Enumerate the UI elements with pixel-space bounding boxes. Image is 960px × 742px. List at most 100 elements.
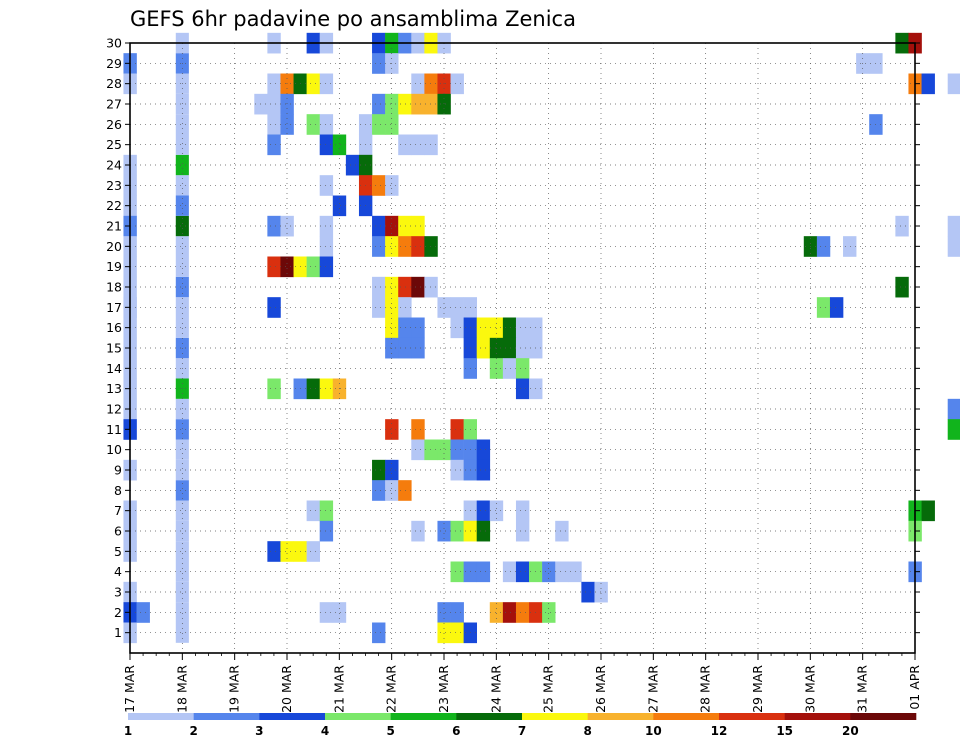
colorbar-label: 6 <box>452 724 460 738</box>
precip-cell <box>372 459 386 481</box>
precip-cell <box>829 297 844 318</box>
x-axis: 17 MAR 18 MAR 19 MAR 20 MAR 21 MAR 22 MAR 23 M… <box>122 653 922 713</box>
y-tick-label: 11 <box>106 422 122 437</box>
precip-cell <box>947 419 960 440</box>
precip-cell <box>489 500 504 522</box>
member-18mar-cell <box>175 276 189 298</box>
precip-cell <box>372 276 386 298</box>
x-tick-label: 17 MAR <box>122 665 137 713</box>
precip-cell <box>515 602 530 623</box>
member-18mar-cell <box>175 622 189 643</box>
precip-cell <box>895 215 909 237</box>
precip-cell <box>345 154 360 176</box>
precip-cell <box>515 358 530 379</box>
precip-cell <box>385 175 399 196</box>
precip-cell <box>555 520 569 542</box>
precip-cell <box>816 297 831 318</box>
precip-cell <box>450 459 464 481</box>
x-tick-label: 31 MAR <box>855 665 870 713</box>
precip-cell <box>136 602 150 623</box>
precip-cell <box>319 500 334 522</box>
precip-cell <box>476 337 491 359</box>
precip-cell <box>515 317 530 339</box>
precip-cell <box>947 73 960 95</box>
precip-cell <box>280 215 294 237</box>
precip-cell <box>502 602 517 623</box>
precip-cell <box>398 297 412 318</box>
member-18mar-cell <box>175 195 189 216</box>
precip-cell <box>411 236 425 257</box>
member-18mar-cell <box>175 175 189 196</box>
precip-cell <box>372 215 386 237</box>
precip-cell <box>319 114 334 135</box>
y-tick-label: 29 <box>106 56 122 71</box>
precip-cell <box>398 215 412 237</box>
y-tick-label: 27 <box>106 97 122 112</box>
y-axis: 1234567891011121314151617181920212223242… <box>106 36 920 640</box>
precip-cell <box>437 622 451 644</box>
precip-cell <box>424 93 438 115</box>
member-18mar-cell <box>175 256 189 277</box>
precip-cell <box>515 378 530 400</box>
y-tick-label: 1 <box>114 625 122 640</box>
precip-cell <box>267 256 281 278</box>
precip-cell <box>515 520 530 542</box>
member-18mar-cell <box>175 500 189 521</box>
precip-cell <box>280 114 294 135</box>
precip-cell <box>372 297 386 318</box>
colorbar-swatch <box>850 713 917 720</box>
y-tick-label: 9 <box>114 463 122 478</box>
precip-cell <box>437 439 451 461</box>
precip-cell <box>319 134 334 156</box>
y-tick-label: 6 <box>114 524 122 539</box>
cells-layer <box>123 32 960 644</box>
precip-cell <box>581 581 595 603</box>
precip-cell <box>947 398 960 420</box>
precip-cell <box>437 520 451 542</box>
y-tick-label: 15 <box>106 341 122 356</box>
y-tick-label: 18 <box>106 280 122 295</box>
precip-cell <box>280 256 294 278</box>
x-tick-label: 19 MAR <box>227 665 242 713</box>
precip-cell <box>542 602 556 623</box>
precip-cell <box>437 602 451 623</box>
precip-cell <box>372 114 386 135</box>
grid-lines <box>130 43 915 653</box>
member-18mar-cell <box>175 317 189 338</box>
precip-cell <box>411 215 425 237</box>
precip-cell <box>594 581 608 603</box>
precip-cell <box>306 378 321 400</box>
member-18mar-cell <box>175 541 189 562</box>
y-tick-label: 26 <box>106 117 122 132</box>
precip-cell <box>398 93 412 115</box>
x-tick-label: 24 MAR <box>488 665 503 713</box>
precip-cell <box>476 439 491 461</box>
precip-cell <box>398 276 412 298</box>
precip-cell <box>424 73 438 95</box>
member-18mar-cell <box>175 480 189 501</box>
precip-cell <box>306 541 321 562</box>
precip-cell <box>385 215 399 237</box>
y-tick-label: 28 <box>106 76 122 91</box>
precip-cell <box>542 561 556 583</box>
member-18mar-cell <box>175 419 189 440</box>
precip-cell <box>267 114 281 135</box>
colorbar-label: 4 <box>321 724 329 738</box>
y-tick-label: 4 <box>114 564 122 579</box>
colorbar-swatch <box>653 713 720 720</box>
precip-cell <box>319 602 334 623</box>
precip-cell <box>332 134 347 156</box>
colorbar-label: 10 <box>645 724 662 738</box>
x-tick-label: 30 MAR <box>802 665 817 713</box>
member-18mar-cell <box>175 236 189 257</box>
precip-cell <box>424 439 438 461</box>
precip-cell <box>895 276 909 298</box>
precip-cell <box>515 500 530 522</box>
precip-cell <box>555 561 569 583</box>
precip-cell <box>476 500 491 522</box>
y-tick-label: 5 <box>114 544 122 559</box>
y-tick-label: 24 <box>106 158 122 173</box>
precip-cell <box>306 256 321 278</box>
x-tick-label: 20 MAR <box>279 665 294 713</box>
